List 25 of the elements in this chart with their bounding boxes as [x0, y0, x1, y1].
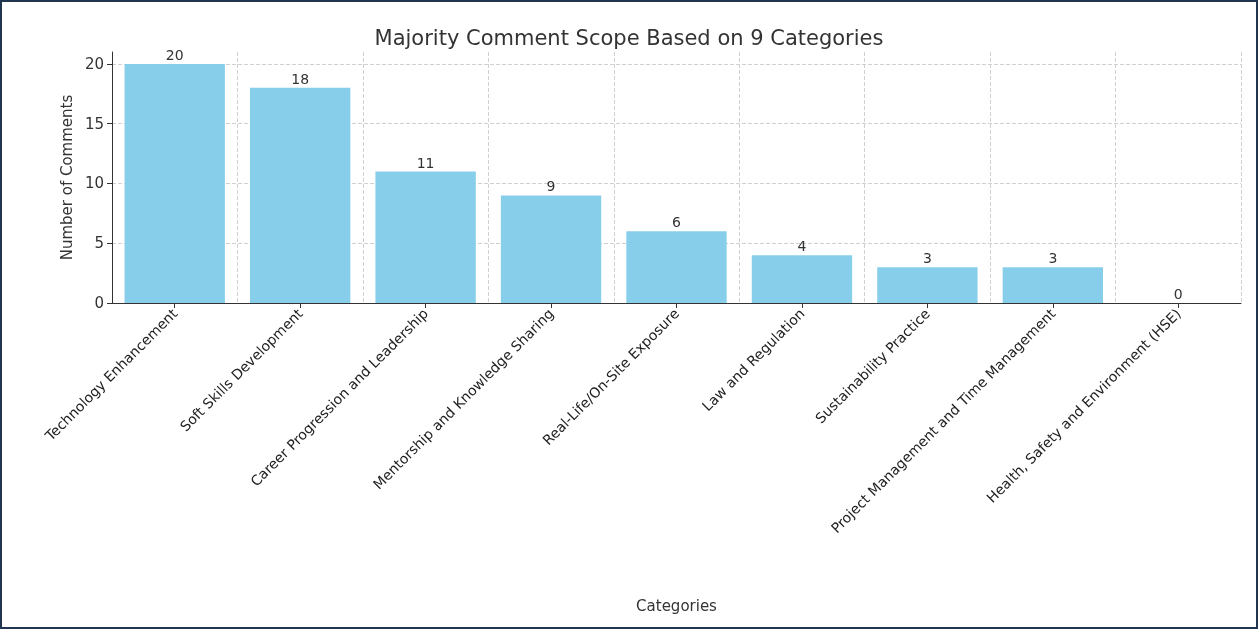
y-tick-label: 10 [84, 174, 104, 193]
chart-title: Majority Comment Scope Based on 9 Categories [374, 25, 884, 50]
y-tick-label: 20 [84, 54, 104, 73]
data-label: 6 [672, 214, 682, 231]
data-label: 20 [165, 46, 184, 63]
bar [1002, 267, 1104, 303]
data-label: 4 [797, 238, 807, 255]
data-label: 3 [922, 250, 932, 267]
data-label: 18 [291, 70, 310, 87]
bar [751, 255, 853, 303]
y-tick-label: 0 [94, 294, 104, 312]
bar [626, 231, 727, 303]
y-tick-label: 5 [94, 234, 104, 253]
data-label: 11 [416, 154, 435, 171]
bar [877, 267, 978, 303]
bar [124, 63, 225, 303]
bar [500, 195, 602, 303]
bar [375, 171, 476, 303]
data-label: 9 [546, 178, 556, 195]
data-label: 0 [1173, 286, 1183, 302]
y-axis-title: Number of Comments [57, 94, 76, 261]
data-label: 3 [1048, 250, 1058, 267]
x-axis-title: Categories [636, 596, 718, 615]
y-tick-label: 15 [84, 114, 104, 133]
bar [249, 87, 351, 303]
